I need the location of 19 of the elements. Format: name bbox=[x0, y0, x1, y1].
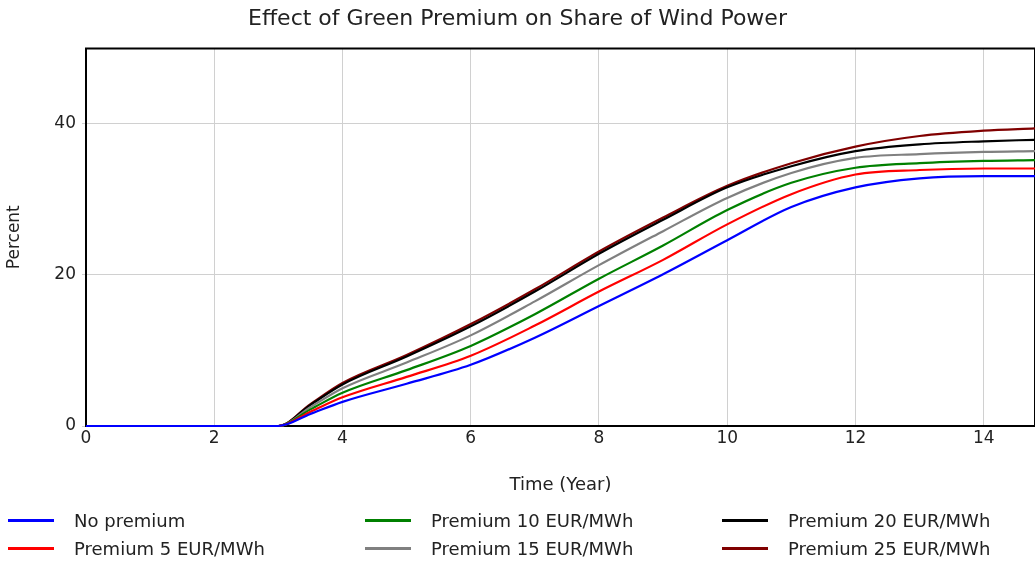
y-tick-label: 20 bbox=[54, 263, 76, 284]
x-tick-label: 0 bbox=[80, 426, 92, 447]
legend-label: Premium 25 EUR/MWh bbox=[788, 537, 991, 559]
y-tick-label: 40 bbox=[54, 112, 76, 133]
x-tick-label: 6 bbox=[465, 426, 477, 447]
x-tick-label: 4 bbox=[337, 426, 348, 447]
x-tick-label: 14 bbox=[972, 426, 995, 447]
y-axis-title: Percent bbox=[2, 204, 23, 270]
x-tick-label: 2 bbox=[208, 426, 220, 447]
x-tick-label: 12 bbox=[844, 426, 867, 447]
legend-label: Premium 10 EUR/MWh bbox=[431, 509, 634, 531]
chart-title: Effect of Green Premium on Share of Wind Power bbox=[248, 4, 788, 30]
x-tick-label: 10 bbox=[716, 426, 739, 447]
x-tick-label: 8 bbox=[593, 426, 605, 447]
legend-label: Premium 15 EUR/MWh bbox=[431, 537, 634, 559]
legend-label: Premium 20 EUR/MWh bbox=[788, 509, 991, 531]
legend-label: No premium bbox=[74, 509, 186, 531]
legend-label: Premium 5 EUR/MWh bbox=[74, 537, 265, 559]
x-axis-title: Time (Year) bbox=[508, 472, 612, 494]
